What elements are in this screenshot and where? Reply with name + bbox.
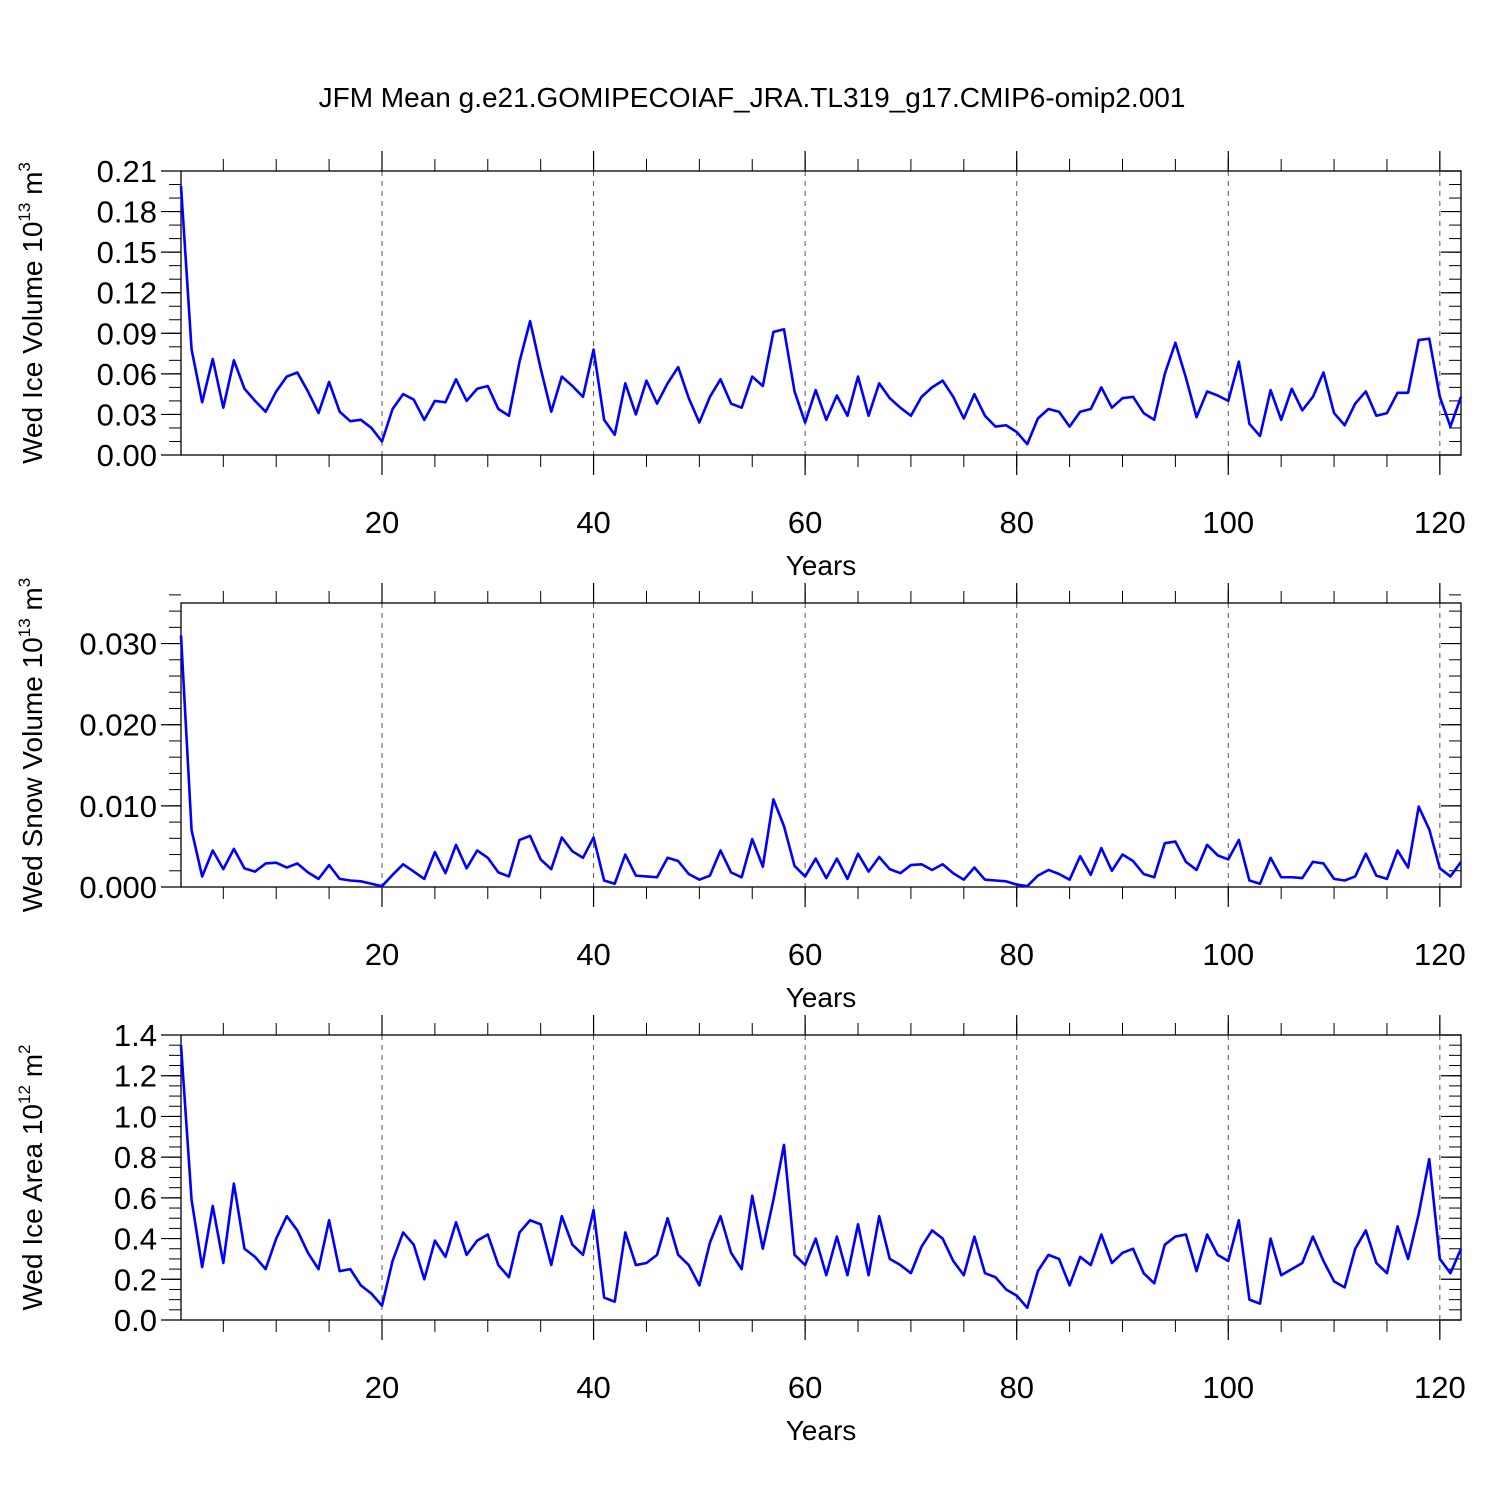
y-tick-label: 0.030 xyxy=(79,627,157,662)
y-tick-label: 0.09 xyxy=(97,316,157,351)
y-axis-label-text: Wed Ice Area 10 xyxy=(17,1104,48,1311)
y-axis-label-unit-exponent: 3 xyxy=(15,162,34,171)
y-axis-label: Wed Ice Volume 1013 m3 xyxy=(15,162,48,464)
x-tick-label: 100 xyxy=(1202,505,1254,540)
y-tick-label: 0.15 xyxy=(97,235,157,270)
x-axis-label: Years xyxy=(786,1415,857,1446)
y-tick-label: 0.03 xyxy=(97,397,157,432)
x-tick-label: 100 xyxy=(1202,937,1254,972)
y-tick-label: 0.000 xyxy=(79,870,157,905)
y-axis-label-unit: m xyxy=(17,1054,48,1085)
panel-2: 0.000 0.010 0.020 0.030 20 40 60 80 100 120 Years W… xyxy=(15,578,1466,1013)
y-axis-label-exponent: 13 xyxy=(15,618,34,637)
series-line-wed-ice-volume xyxy=(179,185,1463,446)
y-tick-label: 0.010 xyxy=(79,789,157,824)
x-tick-label: 80 xyxy=(999,505,1033,540)
x-tick-label: 60 xyxy=(788,505,822,540)
y-tick-label: 1.4 xyxy=(114,1018,157,1053)
series-line-wed-snow-volume xyxy=(179,635,1463,888)
x-tick-label: 120 xyxy=(1414,505,1466,540)
y-tick-label: 0.21 xyxy=(97,154,157,189)
y-tick-label: 0.2 xyxy=(114,1262,157,1297)
y-axis-label: Wed Ice Area 1012 m2 xyxy=(15,1045,48,1311)
y-tick-label: 0.00 xyxy=(97,438,157,473)
y-tick-label: 0.18 xyxy=(97,195,157,230)
plot-frame xyxy=(180,602,1462,888)
y-axis-label-exponent: 12 xyxy=(15,1085,34,1104)
y-axis-label-unit: m xyxy=(17,172,48,203)
x-tick-label: 20 xyxy=(365,1370,399,1405)
panel-3: 0.0 0.2 0.4 0.6 0.8 1.0 1.2 1.4 20 40 60 80 100 120 Ye… xyxy=(15,1015,1466,1446)
y-tick-label: 0.0 xyxy=(114,1303,157,1338)
x-tick-label: 100 xyxy=(1202,1370,1254,1405)
y-tick-label: 0.12 xyxy=(97,276,157,311)
x-tick-label: 20 xyxy=(365,937,399,972)
y-axis-label: Wed Snow Volume 1013 m3 xyxy=(15,578,48,912)
plot-frame xyxy=(180,1034,1462,1321)
x-tick-label: 80 xyxy=(999,937,1033,972)
figure-title: JFM Mean g.e21.GOMIPECOIAF_JRA.TL319_g17… xyxy=(319,82,1186,113)
y-axis-label-exponent: 13 xyxy=(15,203,34,222)
x-axis-label: Years xyxy=(786,982,857,1013)
x-tick-label: 60 xyxy=(788,937,822,972)
y-axis-label-unit-exponent: 2 xyxy=(15,1045,34,1054)
y-axis-label-unit: m xyxy=(17,587,48,618)
y-tick-label: 1.0 xyxy=(114,1099,157,1134)
y-tick-label: 0.020 xyxy=(79,708,157,743)
x-tick-label: 20 xyxy=(365,505,399,540)
x-tick-label: 120 xyxy=(1414,1370,1466,1405)
y-axis-label-unit-exponent: 3 xyxy=(15,578,34,587)
y-axis-label-text: Wed Snow Volume 10 xyxy=(17,637,48,912)
y-tick-label: 0.6 xyxy=(114,1181,157,1216)
x-tick-label: 40 xyxy=(576,937,610,972)
y-axis-label-text: Wed Ice Volume 10 xyxy=(17,222,48,464)
x-tick-label: 80 xyxy=(999,1370,1033,1405)
panel-1: 0.00 0.03 0.06 0.09 0.12 0.15 0.18 0.21 20 40 60 80… xyxy=(15,151,1466,581)
y-tick-label: 0.06 xyxy=(97,357,157,392)
series-line-wed-ice-area xyxy=(179,1045,1463,1310)
y-tick-label: 0.8 xyxy=(114,1140,157,1175)
x-tick-label: 40 xyxy=(576,505,610,540)
plot-frame xyxy=(180,170,1462,456)
x-tick-label: 40 xyxy=(576,1370,610,1405)
y-tick-label: 1.2 xyxy=(114,1059,157,1094)
x-tick-label: 60 xyxy=(788,1370,822,1405)
x-axis-label: Years xyxy=(786,550,857,581)
y-tick-label: 0.4 xyxy=(114,1222,157,1257)
x-tick-label: 120 xyxy=(1414,937,1466,972)
